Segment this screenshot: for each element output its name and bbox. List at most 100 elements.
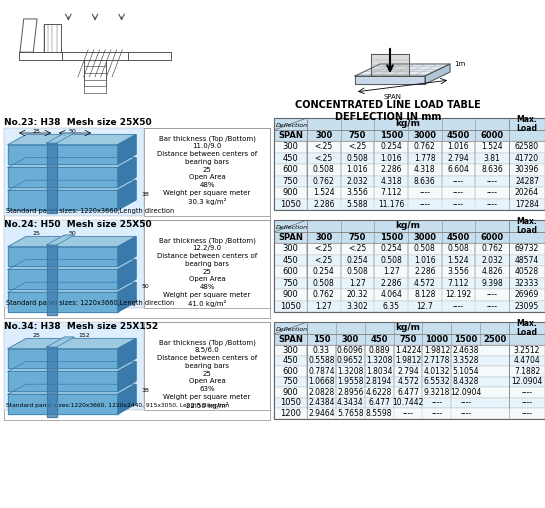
Text: ----: ---- [453,188,464,197]
Bar [274,408,545,419]
Text: 6000: 6000 [481,131,504,140]
Polygon shape [118,135,136,164]
Bar [274,152,545,164]
Text: 0.762: 0.762 [313,290,335,299]
Text: 6.604: 6.604 [447,165,469,174]
Text: 1500: 1500 [379,131,403,140]
Text: 23095: 23095 [515,302,539,311]
Text: 9.398: 9.398 [481,279,503,288]
Text: 2.4638: 2.4638 [452,346,479,355]
Text: 3.556: 3.556 [347,188,368,197]
Text: 3.2512: 3.2512 [514,346,540,355]
Bar [274,187,545,199]
Bar [4,322,270,420]
Text: 25: 25 [32,333,40,338]
Text: 152: 152 [78,333,90,338]
Text: 10.7442: 10.7442 [392,398,423,407]
Text: ----: ---- [403,409,414,418]
Text: Standard panel sizes:1220x3660, 1220x2440, 915x3050, Length direction: Standard panel sizes:1220x3660, 1220x244… [6,402,229,407]
Text: 0.762: 0.762 [481,244,503,253]
Text: Standard panel sizes: 1220x3660,Length direction: Standard panel sizes: 1220x3660,Length d… [6,300,174,306]
Text: 5.7658: 5.7658 [337,409,364,418]
Text: 1.016: 1.016 [380,154,402,163]
Text: 1.778: 1.778 [414,154,435,163]
Text: 50: 50 [68,231,76,236]
Text: 2.286: 2.286 [380,279,402,288]
Text: <.25: <.25 [314,154,333,163]
Text: 750: 750 [349,233,366,242]
Text: 0.508: 0.508 [414,244,435,253]
Polygon shape [46,245,57,315]
Text: Deflection: Deflection [276,327,308,332]
Bar [144,322,270,410]
Text: 0.254: 0.254 [313,267,335,276]
Polygon shape [8,269,118,289]
Text: 900: 900 [283,188,298,197]
Bar [274,301,545,312]
Text: 26969: 26969 [515,290,539,299]
Bar [274,141,545,152]
Text: ----: ---- [419,188,431,197]
Text: SPAN: SPAN [278,233,303,242]
Text: kg/m: kg/m [396,324,421,333]
Text: 2.4384: 2.4384 [308,398,335,407]
Text: 450: 450 [283,256,298,265]
Text: 24287: 24287 [515,177,539,186]
Text: 2.9464: 2.9464 [308,409,335,418]
Text: 1.9812: 1.9812 [395,356,421,365]
Polygon shape [46,347,57,417]
Polygon shape [8,260,136,269]
Text: 1.016: 1.016 [347,165,368,174]
Text: 0.9652: 0.9652 [337,356,364,365]
Bar [274,322,545,419]
Text: 1.524: 1.524 [313,188,335,197]
Bar [274,387,545,397]
Text: 1.016: 1.016 [414,256,435,265]
Text: 4.318: 4.318 [414,165,435,174]
Text: ----: ---- [431,398,443,407]
Bar [274,243,545,255]
Text: 1050: 1050 [280,398,301,407]
Polygon shape [8,384,136,394]
Bar [274,175,545,187]
Text: 1050: 1050 [280,200,301,209]
Text: 20.32: 20.32 [347,290,368,299]
Text: ----: ---- [487,290,498,299]
Text: 1500: 1500 [454,335,477,344]
Text: Deflection: Deflection [276,123,308,128]
Text: 8.128: 8.128 [414,290,435,299]
Polygon shape [355,64,450,76]
Text: ----: ---- [431,409,443,418]
Bar [274,334,545,345]
Text: 1.3208: 1.3208 [366,356,392,365]
Text: 4.318: 4.318 [380,177,402,186]
Text: 4.0132: 4.0132 [423,367,450,376]
Text: 25: 25 [32,129,40,134]
Bar [4,220,270,318]
Text: 40528: 40528 [515,267,539,276]
Text: 4.064: 4.064 [380,290,402,299]
Bar [274,164,545,175]
Text: 1.0668: 1.0668 [308,377,335,386]
Polygon shape [118,384,136,414]
Text: 50: 50 [68,129,76,134]
Text: ----: ---- [487,177,498,186]
Bar [274,376,545,387]
Polygon shape [46,235,75,245]
Text: 1.27: 1.27 [349,279,366,288]
Text: 1.27: 1.27 [316,302,332,311]
Text: ----: ---- [487,188,498,197]
Text: SPAN: SPAN [384,94,402,100]
Bar [274,220,545,312]
Text: 9.3218: 9.3218 [423,388,450,397]
Bar [4,128,270,226]
Text: kg/m: kg/m [396,221,421,231]
Text: 0.254: 0.254 [380,244,402,253]
Polygon shape [371,54,409,76]
Text: 38: 38 [142,192,150,197]
Text: ----: ---- [487,302,498,311]
Text: 0.508: 0.508 [313,279,335,288]
Bar [274,345,545,356]
Text: 0.508: 0.508 [347,267,368,276]
Text: 300: 300 [282,346,299,355]
